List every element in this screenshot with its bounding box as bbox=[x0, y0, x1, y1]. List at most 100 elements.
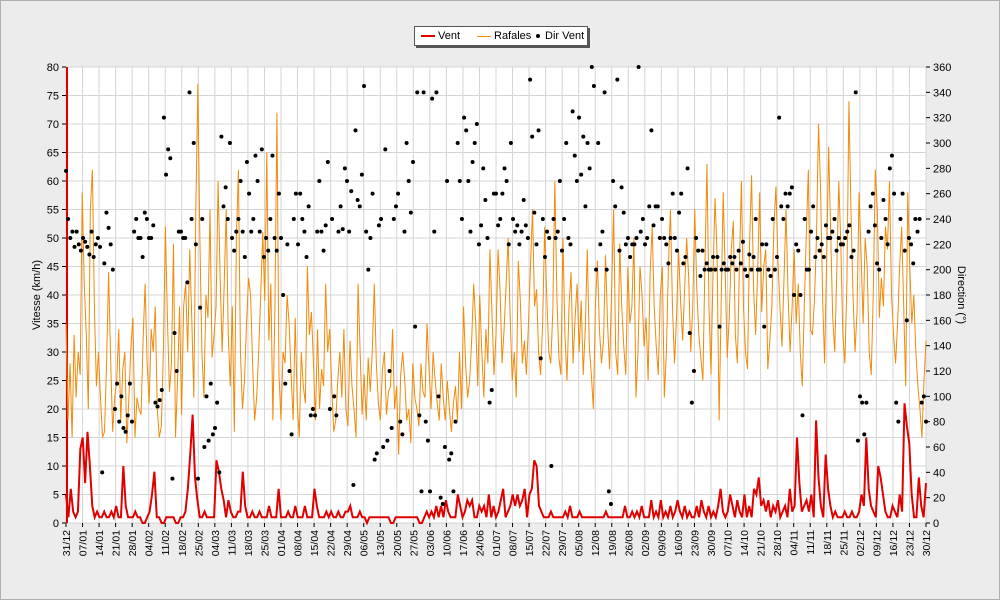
direction-point bbox=[272, 236, 277, 240]
direction-point bbox=[551, 217, 556, 221]
direction-point bbox=[344, 179, 349, 183]
direction-point bbox=[408, 210, 413, 215]
direction-point bbox=[858, 394, 863, 399]
y2-tick-label: 340 bbox=[933, 87, 951, 99]
y-tick-label: 75 bbox=[47, 91, 59, 103]
direction-point bbox=[672, 236, 677, 240]
direction-point bbox=[440, 502, 445, 506]
direction-point bbox=[685, 166, 690, 171]
direction-point bbox=[679, 191, 684, 196]
direction-point bbox=[372, 457, 377, 462]
direction-point bbox=[436, 394, 441, 399]
direction-point bbox=[587, 166, 592, 171]
direction-point bbox=[400, 432, 405, 437]
y2-tick-label: 180 bbox=[933, 290, 951, 302]
direction-point bbox=[464, 128, 469, 133]
direction-point bbox=[404, 141, 409, 145]
direction-point bbox=[200, 217, 205, 221]
direction-point bbox=[485, 236, 490, 240]
direction-point bbox=[417, 413, 422, 418]
direction-point bbox=[406, 179, 411, 183]
y2-tick-label: 60 bbox=[933, 442, 945, 454]
direction-point bbox=[502, 166, 507, 171]
direction-point bbox=[125, 413, 130, 418]
y-axis-label: Vitesse (km/h) bbox=[31, 260, 43, 330]
direction-point bbox=[457, 179, 462, 183]
direction-point bbox=[447, 457, 452, 462]
direction-point bbox=[562, 217, 567, 221]
direction-point bbox=[700, 248, 705, 253]
x-tick-label: 09/09 bbox=[656, 530, 668, 556]
direction-point bbox=[266, 248, 271, 253]
direction-point bbox=[819, 242, 824, 247]
direction-point bbox=[789, 185, 794, 190]
y2-axis-label: Direction (°) bbox=[955, 266, 967, 324]
direction-point bbox=[368, 236, 373, 240]
y-tick-label: 30 bbox=[47, 347, 59, 359]
direction-point bbox=[583, 204, 588, 209]
direction-point bbox=[511, 217, 516, 221]
direction-point bbox=[208, 381, 213, 386]
direction-point bbox=[683, 255, 688, 259]
direction-point bbox=[81, 236, 86, 240]
direction-point bbox=[119, 394, 124, 399]
direction-point bbox=[383, 147, 388, 152]
direction-point bbox=[768, 274, 773, 278]
direction-point bbox=[555, 229, 560, 234]
x-tick-label: 10/06 bbox=[441, 530, 453, 556]
x-tick-label: 20/05 bbox=[392, 530, 404, 556]
direction-point bbox=[602, 90, 607, 95]
direction-point bbox=[379, 217, 384, 221]
direction-point bbox=[608, 502, 613, 506]
legend: Vent Rafales Dir Vent bbox=[414, 26, 588, 46]
direction-point bbox=[760, 242, 765, 247]
direction-point bbox=[227, 141, 232, 145]
direction-point bbox=[261, 255, 266, 259]
x-axis-ticks: 31/12 07/01 14/01 21/01 28/01 04/02 11/02 18/02… bbox=[61, 523, 933, 556]
direction-point bbox=[766, 267, 771, 272]
left-axis-ticks: 0 5 10 15 20 25 30 35 40 45 50 55 60 65 70 75 80 bbox=[47, 62, 66, 530]
direction-point bbox=[319, 229, 324, 234]
direction-point bbox=[860, 400, 865, 405]
direction-point bbox=[374, 451, 379, 456]
x-tick-label: 11/11 bbox=[805, 530, 817, 555]
x-tick-label: 29/07 bbox=[557, 530, 569, 556]
direction-point bbox=[887, 166, 892, 171]
direction-point bbox=[449, 451, 454, 456]
direction-point bbox=[244, 160, 249, 164]
y2-tick-label: 320 bbox=[933, 113, 951, 125]
x-tick-label: 23/09 bbox=[689, 530, 701, 556]
direction-point bbox=[66, 217, 71, 221]
direction-point bbox=[117, 419, 122, 424]
direction-point bbox=[915, 229, 920, 234]
direction-point bbox=[832, 217, 837, 221]
direction-point bbox=[830, 229, 835, 234]
direction-point bbox=[149, 236, 154, 240]
direction-point bbox=[157, 398, 162, 403]
direction-point bbox=[662, 236, 667, 240]
direction-point bbox=[689, 400, 694, 405]
direction-point bbox=[530, 134, 535, 139]
direction-point bbox=[472, 141, 477, 145]
direction-point bbox=[317, 179, 322, 183]
direction-point bbox=[696, 248, 701, 253]
direction-point bbox=[894, 400, 899, 405]
y2-tick-label: 80 bbox=[933, 417, 945, 429]
direction-point bbox=[570, 109, 575, 114]
direction-point bbox=[598, 242, 603, 247]
direction-point bbox=[308, 413, 313, 418]
direction-point bbox=[726, 267, 731, 272]
direction-point bbox=[698, 274, 703, 278]
direction-point bbox=[217, 470, 222, 475]
x-tick-label: 25/03 bbox=[259, 530, 271, 556]
direction-point bbox=[213, 426, 218, 430]
direction-point bbox=[127, 381, 132, 386]
direction-point bbox=[219, 134, 224, 139]
direction-point bbox=[283, 381, 288, 386]
direction-point bbox=[253, 153, 258, 158]
gusts-series bbox=[65, 84, 927, 455]
direction-point bbox=[638, 229, 643, 234]
direction-point bbox=[781, 217, 786, 221]
direction-point bbox=[289, 432, 294, 437]
